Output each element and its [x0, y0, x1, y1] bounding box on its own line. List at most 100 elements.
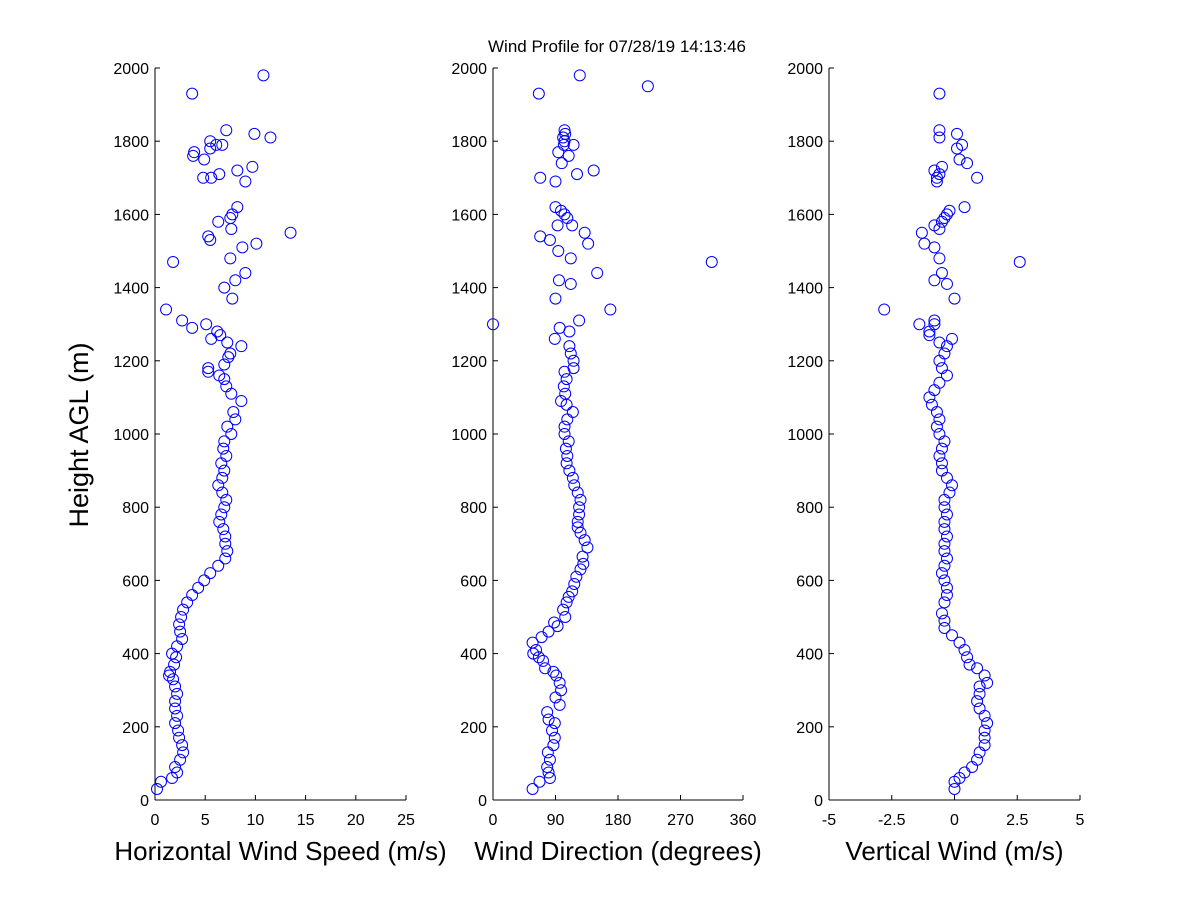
x-tick-label: 360 — [730, 812, 757, 829]
data-point — [204, 135, 217, 148]
data-point — [176, 632, 189, 645]
data-point — [551, 219, 564, 232]
data-point — [591, 266, 604, 279]
data-point — [167, 673, 180, 686]
data-point — [933, 428, 946, 440]
data-point — [945, 332, 958, 345]
data-point — [978, 739, 991, 752]
horizontal-wind-speed-panel: 0 5 10 15 20 25 0 200 400 600 800 1000 1200 1400 1600 1… — [113, 61, 446, 866]
x-tick-label: 180 — [605, 812, 632, 829]
data-point — [571, 521, 584, 534]
data-point — [248, 127, 261, 140]
data-point — [555, 395, 568, 408]
data-point — [935, 160, 948, 173]
data-point — [174, 625, 187, 638]
y-tick-label: 1600 — [113, 207, 149, 224]
data-point — [217, 523, 230, 536]
data-point — [958, 201, 971, 214]
data-point — [176, 739, 189, 752]
data-point — [187, 149, 200, 162]
data-point — [212, 215, 225, 228]
data-point — [878, 303, 891, 316]
data-point — [933, 336, 946, 349]
data-point — [216, 486, 229, 499]
data-point — [487, 318, 499, 331]
data-point — [981, 717, 994, 730]
y-tick-label: 400 — [796, 647, 823, 664]
data-point — [566, 471, 579, 484]
data-point — [231, 201, 244, 214]
data-point — [225, 223, 238, 236]
data-point — [966, 761, 979, 774]
data-point — [935, 215, 948, 228]
data-point — [177, 746, 190, 759]
data-point — [568, 479, 581, 492]
data-point — [573, 501, 586, 514]
data-point — [576, 550, 589, 563]
y-tick-label: 0 — [814, 793, 823, 810]
data-point — [951, 127, 964, 140]
data-point — [226, 292, 239, 305]
y-tick-label: 1600 — [451, 207, 487, 224]
data-point — [578, 534, 591, 547]
data-point — [541, 761, 554, 774]
y-axis-label: Height AGL (m) — [64, 342, 94, 527]
data-point — [218, 501, 231, 514]
data-point — [559, 611, 572, 623]
data-point — [557, 380, 570, 393]
data-point — [641, 80, 654, 93]
data-point — [171, 709, 184, 722]
data-point — [171, 687, 184, 700]
data-point — [933, 413, 946, 426]
data-point — [971, 753, 984, 766]
data-point — [542, 766, 555, 779]
data-point — [940, 277, 953, 290]
data-point — [978, 709, 991, 722]
data-point — [186, 87, 199, 100]
data-point — [212, 479, 225, 492]
data-point — [155, 775, 168, 788]
data-point — [938, 493, 951, 506]
y-tick-label: 1000 — [787, 427, 823, 444]
data-point — [918, 237, 931, 250]
data-point — [933, 87, 946, 100]
data-point — [938, 614, 951, 627]
data-point — [978, 724, 991, 737]
data-point — [561, 212, 574, 225]
data-point — [581, 541, 594, 554]
data-point — [573, 314, 586, 327]
data-point — [571, 168, 584, 181]
data-point — [235, 340, 248, 353]
data-point — [548, 616, 561, 629]
data-point — [164, 665, 177, 678]
data-point — [284, 226, 297, 239]
y-tick-label: 1800 — [451, 134, 487, 151]
data-point — [558, 208, 571, 221]
x-tick-label: 0 — [950, 812, 959, 829]
data-point — [541, 746, 554, 759]
data-point — [218, 281, 231, 294]
data-point — [202, 230, 215, 243]
data-point — [933, 131, 946, 144]
y-tick-label: 1800 — [787, 134, 823, 151]
data-point — [935, 464, 948, 477]
x-tick-label: 2.5 — [1006, 812, 1028, 829]
data-point — [169, 702, 182, 715]
data-point — [978, 731, 991, 744]
data-point — [541, 706, 554, 719]
data-point — [961, 651, 974, 664]
data-point — [537, 654, 549, 667]
data-point — [953, 636, 966, 649]
y-tick-label: 1400 — [451, 281, 487, 298]
data-point — [560, 457, 573, 470]
data-point — [555, 684, 568, 697]
data-point — [558, 420, 571, 433]
wind-direction-panel: 0 90 180 270 360 0 200 400 600 800 1000 1200 1400 160… — [451, 61, 761, 866]
data-point — [227, 406, 240, 419]
data-point — [935, 442, 948, 455]
data-point — [171, 640, 184, 653]
data-point — [574, 563, 587, 576]
x-tick-label: 5 — [201, 812, 210, 829]
y-tick-label: 1000 — [113, 427, 149, 444]
